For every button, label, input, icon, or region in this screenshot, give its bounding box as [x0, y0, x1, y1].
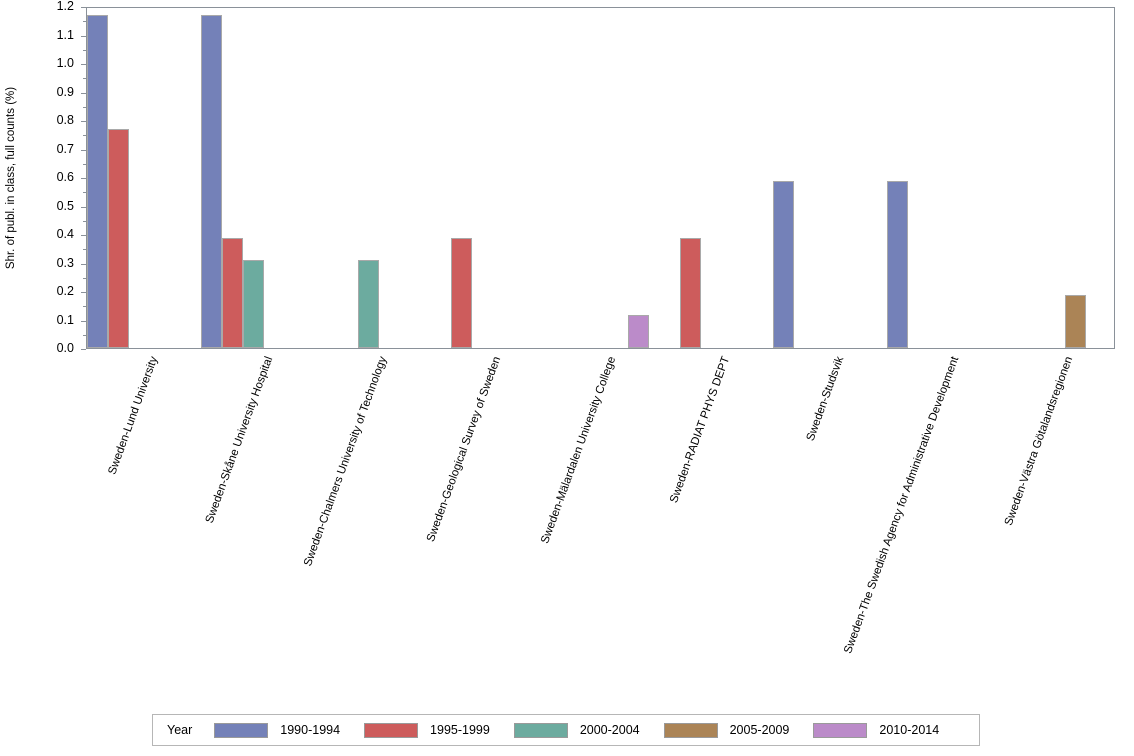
- y-axis-tick-label: 0.9: [56, 84, 74, 99]
- y-axis-minor-tick-mark: [83, 277, 86, 279]
- bar[interactable]: [201, 14, 223, 348]
- x-axis-tick-label-text: Sweden-Studsvik: [804, 355, 847, 443]
- y-axis-tick-label: 0.2: [56, 284, 74, 298]
- y-axis-tick-mark: [81, 121, 86, 122]
- legend-item[interactable]: 1995-1999: [364, 722, 490, 738]
- y-axis-minor-tick-mark: [83, 49, 86, 51]
- x-axis-tick-label-text: Sweden-Mälardalen University College: [538, 355, 618, 546]
- bar[interactable]: [628, 315, 650, 348]
- y-axis-tick-label: 0.0: [56, 341, 74, 355]
- y-axis-tick-mark: [81, 178, 86, 179]
- y-axis-tick-label: 0.1: [56, 312, 74, 327]
- y-axis-title: Shr. of publ. in class, full counts (%): [0, 0, 22, 356]
- y-axis-minor-tick-mark: [83, 306, 86, 308]
- bar[interactable]: [773, 181, 794, 348]
- legend-item-label: 2005-2009: [729, 723, 790, 737]
- y-axis-tick-mark: [81, 292, 86, 293]
- y-axis-tick-label: 1.2: [56, 0, 74, 13]
- legend-item[interactable]: 1990-1994: [214, 722, 341, 738]
- y-axis-minor-tick-mark: [83, 21, 86, 23]
- bar[interactable]: [451, 238, 472, 348]
- bar[interactable]: [1064, 295, 1086, 348]
- x-axis-tick-label-text: Sweden-Chalmers University of Technology: [301, 355, 390, 568]
- legend-color-swatch: [214, 722, 269, 738]
- bar[interactable]: [887, 181, 909, 348]
- y-axis-tick-mark: [81, 7, 86, 8]
- legend-item-label: 2010-2014: [879, 723, 940, 737]
- plot-area: [86, 7, 1115, 349]
- y-axis-tick-label: 0.4: [56, 227, 74, 241]
- legend-color-swatch: [513, 722, 568, 738]
- legend-title: Year: [167, 723, 193, 737]
- y-axis-tick-label: 0.6: [56, 170, 74, 184]
- bar[interactable]: [108, 128, 129, 348]
- y-axis-minor-tick-mark: [83, 135, 86, 137]
- y-axis-minor-tick-mark: [83, 334, 86, 336]
- legend-color-swatch: [813, 722, 868, 738]
- bar-group: [887, 8, 1001, 348]
- x-axis-tick-label-text: Sweden-Västra Götalandsregionen: [1002, 355, 1076, 528]
- legend-item[interactable]: 2010-2014: [813, 722, 940, 738]
- chart-legend: Year 1990-1994 1995-1999 2000-2004 2005-200…: [152, 714, 980, 746]
- y-axis-tick-mark: [81, 92, 86, 94]
- legend-item-label: 2000-2004: [579, 723, 640, 737]
- bar-group: [1002, 8, 1116, 348]
- bar-group: [316, 8, 430, 348]
- x-axis-tick-label-text: Sweden-The Swedish Agency for Administra…: [841, 355, 961, 656]
- legend-item[interactable]: 2005-2009: [663, 722, 790, 738]
- legend-item-label: 1990-1994: [280, 723, 341, 737]
- y-axis-tick-label: 0.7: [56, 141, 74, 156]
- y-axis-tick-label: 0.3: [56, 255, 74, 270]
- bar[interactable]: [87, 14, 108, 348]
- y-axis-minor-tick-mark: [83, 220, 86, 222]
- y-axis-minor-tick-mark: [83, 78, 86, 80]
- bar-group: [430, 8, 544, 348]
- y-axis-tick-mark: [81, 206, 86, 208]
- bar-group: [659, 8, 773, 348]
- y-axis-minor-tick-mark: [83, 192, 86, 194]
- y-axis-tick-label: 0.8: [56, 113, 74, 127]
- x-axis-tick-label-text: Sweden-Skåne University Hospital: [203, 355, 275, 525]
- bar-group: [87, 8, 201, 348]
- y-axis-tick-label: 1.1: [56, 27, 74, 42]
- bar[interactable]: [679, 238, 701, 348]
- y-axis-tick-mark: [81, 149, 86, 151]
- y-axis-tick-mark: [81, 235, 86, 236]
- y-axis-title-text: Shr. of publ. in class, full counts (%): [5, 86, 18, 270]
- x-axis-tick-label-text: Sweden-Geological Survey of Sweden: [425, 355, 504, 544]
- x-axis-tick-label-text: Sweden-RADIAT PHYS DEPT: [667, 355, 733, 505]
- y-axis-tick-label: 1.0: [56, 56, 74, 70]
- bar[interactable]: [357, 259, 379, 348]
- bar-group: [544, 8, 658, 348]
- bar-series-container: [87, 8, 1114, 348]
- y-axis-tick-mark: [81, 35, 86, 37]
- x-axis-tick-label-text: Sweden-Lund University: [106, 355, 161, 477]
- y-axis-tick-mark: [81, 320, 86, 322]
- y-axis-tick-mark: [81, 263, 86, 265]
- y-axis-tick-mark: [81, 349, 86, 350]
- legend-items: 1990-1994 1995-1999 2000-2004 2005-2009 2010…: [214, 722, 963, 738]
- bar[interactable]: [222, 238, 244, 348]
- y-axis-tick-mark: [81, 64, 86, 65]
- bar[interactable]: [243, 259, 265, 348]
- y-axis-minor-tick-mark: [83, 163, 86, 165]
- bar-group: [773, 8, 887, 348]
- y-axis-minor-tick-mark: [83, 249, 86, 251]
- bar-group: [201, 8, 315, 348]
- legend-color-swatch: [663, 722, 718, 738]
- y-axis-minor-tick-mark: [83, 106, 86, 108]
- legend-color-swatch: [364, 722, 419, 738]
- legend-item-label: 1995-1999: [430, 723, 490, 737]
- legend-item[interactable]: 2000-2004: [513, 722, 640, 738]
- y-axis-tick-label: 0.5: [56, 198, 74, 213]
